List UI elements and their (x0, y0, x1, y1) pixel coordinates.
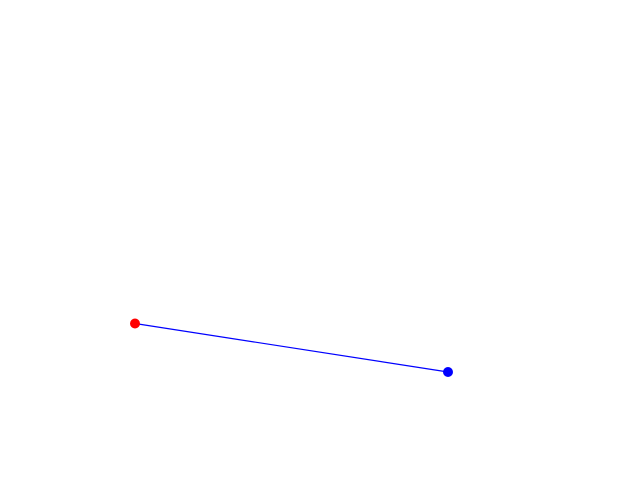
end-point (443, 367, 453, 377)
connecting-line (134, 322, 449, 373)
start-point (130, 318, 140, 329)
